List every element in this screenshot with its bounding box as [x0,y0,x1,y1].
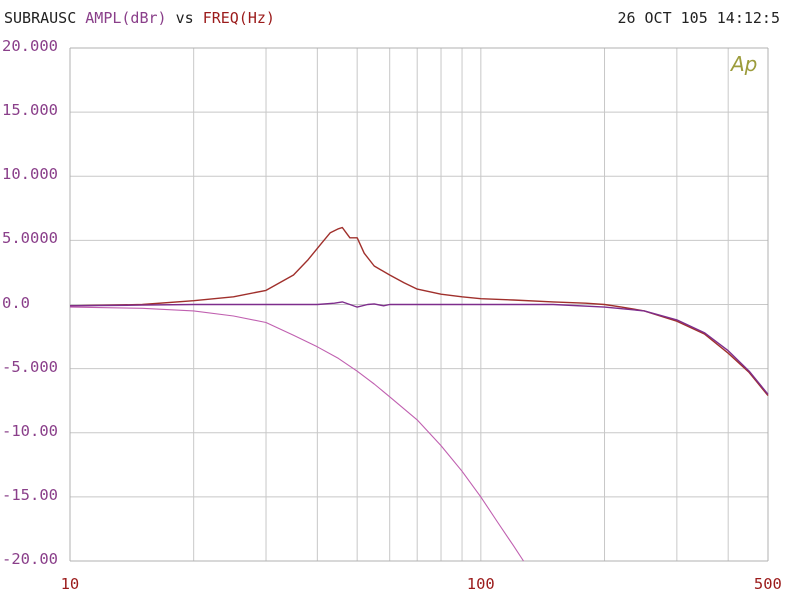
y-tick-label: 20.000 [2,37,58,55]
chart-series-lines [69,226,769,562]
y-tick-label: -10.00 [2,421,58,440]
y-tick-label: -20.00 [2,550,58,568]
header-prefix: SUBRAUSC [4,9,77,27]
series-line-magenta [69,306,524,562]
chart-header-left: SUBRAUSC AMPL(dBr) vs FREQ(Hz) [4,9,275,27]
header-xlabel: FREQ(Hz) [202,9,275,27]
x-tick-label: 100 [466,575,495,593]
header-vs: vs [175,9,194,27]
y-tick-label: -5.000 [2,357,58,376]
y-tick-label: 5.0000 [2,229,58,248]
y-tick-label: 10.000 [2,165,58,184]
header-timestamp: 26 OCT 105 14:12:5 [617,9,780,27]
y-tick-label: 0.0 [2,293,30,312]
x-tick-label: 10 [60,575,80,593]
header-ylabel: AMPL(dBr) [85,9,167,27]
y-tick-label: 15.000 [2,101,58,120]
ap-logo: Ap [731,52,758,76]
series-line-red [69,226,769,397]
x-tick-label: 500 [753,575,782,593]
y-tick-label: -15.00 [2,485,58,504]
series-line-purple [69,301,769,395]
